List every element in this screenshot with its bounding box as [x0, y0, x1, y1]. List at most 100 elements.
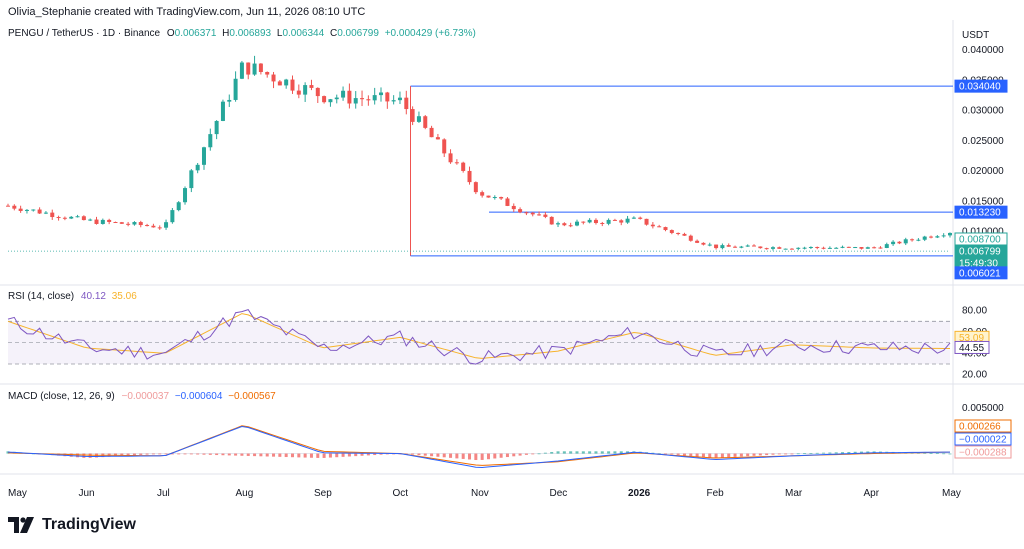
- price-badge-label: 0.034040: [959, 82, 1001, 93]
- candle-body: [486, 195, 491, 198]
- candle-body: [821, 247, 826, 249]
- time-tick-label: May: [8, 488, 27, 499]
- candle-body: [764, 248, 769, 250]
- macd-histogram-bar: [417, 453, 421, 456]
- macd-signal-line: [7, 425, 951, 466]
- candle-body: [6, 205, 10, 207]
- macd-histogram-bar: [442, 453, 446, 458]
- candle-body: [252, 63, 257, 75]
- candle-body: [284, 79, 289, 86]
- candle-body: [271, 74, 276, 82]
- macd-histogram-bar: [316, 453, 320, 458]
- macd-histogram-bar: [682, 453, 686, 456]
- candle-body: [227, 99, 232, 102]
- macd-histogram-bar: [411, 453, 415, 455]
- macd-pane[interactable]: [6, 425, 952, 469]
- macd-histogram-bar: [120, 453, 124, 457]
- candle-body: [499, 197, 504, 199]
- candle-body: [170, 210, 175, 223]
- macd-histogram-bar: [834, 452, 838, 454]
- time-tick-label: Jul: [157, 488, 170, 499]
- macd-histogram-bar: [126, 453, 130, 456]
- macd-histogram-bar: [189, 453, 193, 455]
- candle-body: [492, 197, 497, 199]
- macd-histogram-bar: [253, 453, 257, 457]
- candle-body: [296, 90, 301, 95]
- macd-histogram-bar: [468, 453, 472, 460]
- macd-histogram-bar: [259, 453, 263, 457]
- macd-histogram-bar: [853, 451, 857, 454]
- price-badge: [954, 79, 1008, 93]
- candle-body: [644, 218, 649, 225]
- macd-histogram-bar: [474, 453, 478, 461]
- macd-histogram-bar: [613, 451, 617, 454]
- macd-histogram-bar: [556, 451, 560, 454]
- candle-body: [435, 137, 440, 140]
- chart-canvas[interactable]: PENGU / TetherUS · 1D · Binance O0.00637…: [0, 0, 1024, 510]
- price-pane[interactable]: [6, 55, 953, 257]
- candle-body: [37, 209, 42, 214]
- candle-body: [631, 217, 636, 219]
- time-tick-label: Jun: [79, 488, 95, 499]
- macd-histogram-bar: [360, 453, 364, 456]
- candle-body: [593, 219, 598, 224]
- tradingview-logo[interactable]: TradingView: [8, 516, 136, 534]
- candle-body: [126, 223, 131, 225]
- macd-histogram-bar: [948, 453, 952, 455]
- candle-body: [423, 116, 428, 128]
- macd-histogram-bar: [664, 453, 668, 455]
- time-tick-label: Apr: [864, 488, 880, 499]
- macd-histogram-bar: [676, 453, 680, 455]
- macd-histogram-bar: [449, 453, 453, 458]
- candle-body: [840, 246, 845, 248]
- axes: 0.0400000.0350000.0300000.0250000.020000…: [8, 45, 1012, 499]
- macd-histogram-bar: [493, 453, 497, 459]
- candle-body: [467, 170, 472, 183]
- candle-body: [442, 139, 447, 154]
- candle-body: [290, 79, 295, 91]
- chart-attribution: Olivia_Stephanie created with TradingVie…: [8, 6, 366, 18]
- rsi-pane[interactable]: [7, 309, 951, 365]
- candle-body: [941, 235, 946, 237]
- candle-body: [315, 87, 320, 97]
- macd-histogram-bar: [499, 453, 503, 458]
- macd-histogram-bar: [727, 453, 731, 458]
- candle-body: [606, 219, 611, 224]
- macd-histogram-bar: [139, 453, 143, 455]
- candle-body: [688, 235, 693, 241]
- price-badge-label: 0.006021: [959, 268, 1001, 279]
- candle-body: [733, 246, 738, 248]
- macd-histogram-bar: [436, 453, 440, 457]
- macd-histogram-bar: [771, 453, 775, 455]
- macd-histogram-bar: [600, 451, 604, 454]
- candle-body: [138, 222, 143, 226]
- macd-histogram-bar: [619, 451, 623, 454]
- candle-body: [948, 232, 952, 236]
- candle-body: [891, 241, 896, 245]
- candle-body: [164, 222, 169, 228]
- candle-body: [322, 96, 327, 103]
- candle-body: [669, 230, 674, 233]
- macd-badge-label: −0.000288: [959, 448, 1007, 459]
- macd-histogram-bar: [739, 453, 743, 457]
- candle-body: [878, 247, 883, 249]
- candle-body: [922, 236, 927, 240]
- candle-body: [752, 245, 757, 247]
- macd-histogram-bar: [227, 453, 231, 456]
- macd-histogram-bar: [347, 453, 351, 457]
- rsi-badge: [954, 340, 990, 354]
- macd-histogram-bar: [341, 453, 345, 457]
- macd-histogram-bar: [803, 453, 807, 455]
- candle-body: [379, 92, 384, 96]
- macd-histogram-bar: [796, 453, 800, 455]
- macd-histogram-bar: [151, 453, 155, 455]
- candle-body: [81, 216, 86, 221]
- macd-histogram-bar: [531, 453, 535, 455]
- macd-histogram-bar: [278, 453, 282, 457]
- macd-histogram-bar: [701, 453, 705, 458]
- candle-body: [865, 247, 870, 249]
- candle-body: [341, 90, 346, 98]
- macd-badge: [954, 419, 1012, 433]
- candle-body: [404, 97, 409, 110]
- macd-badge: [954, 445, 1012, 459]
